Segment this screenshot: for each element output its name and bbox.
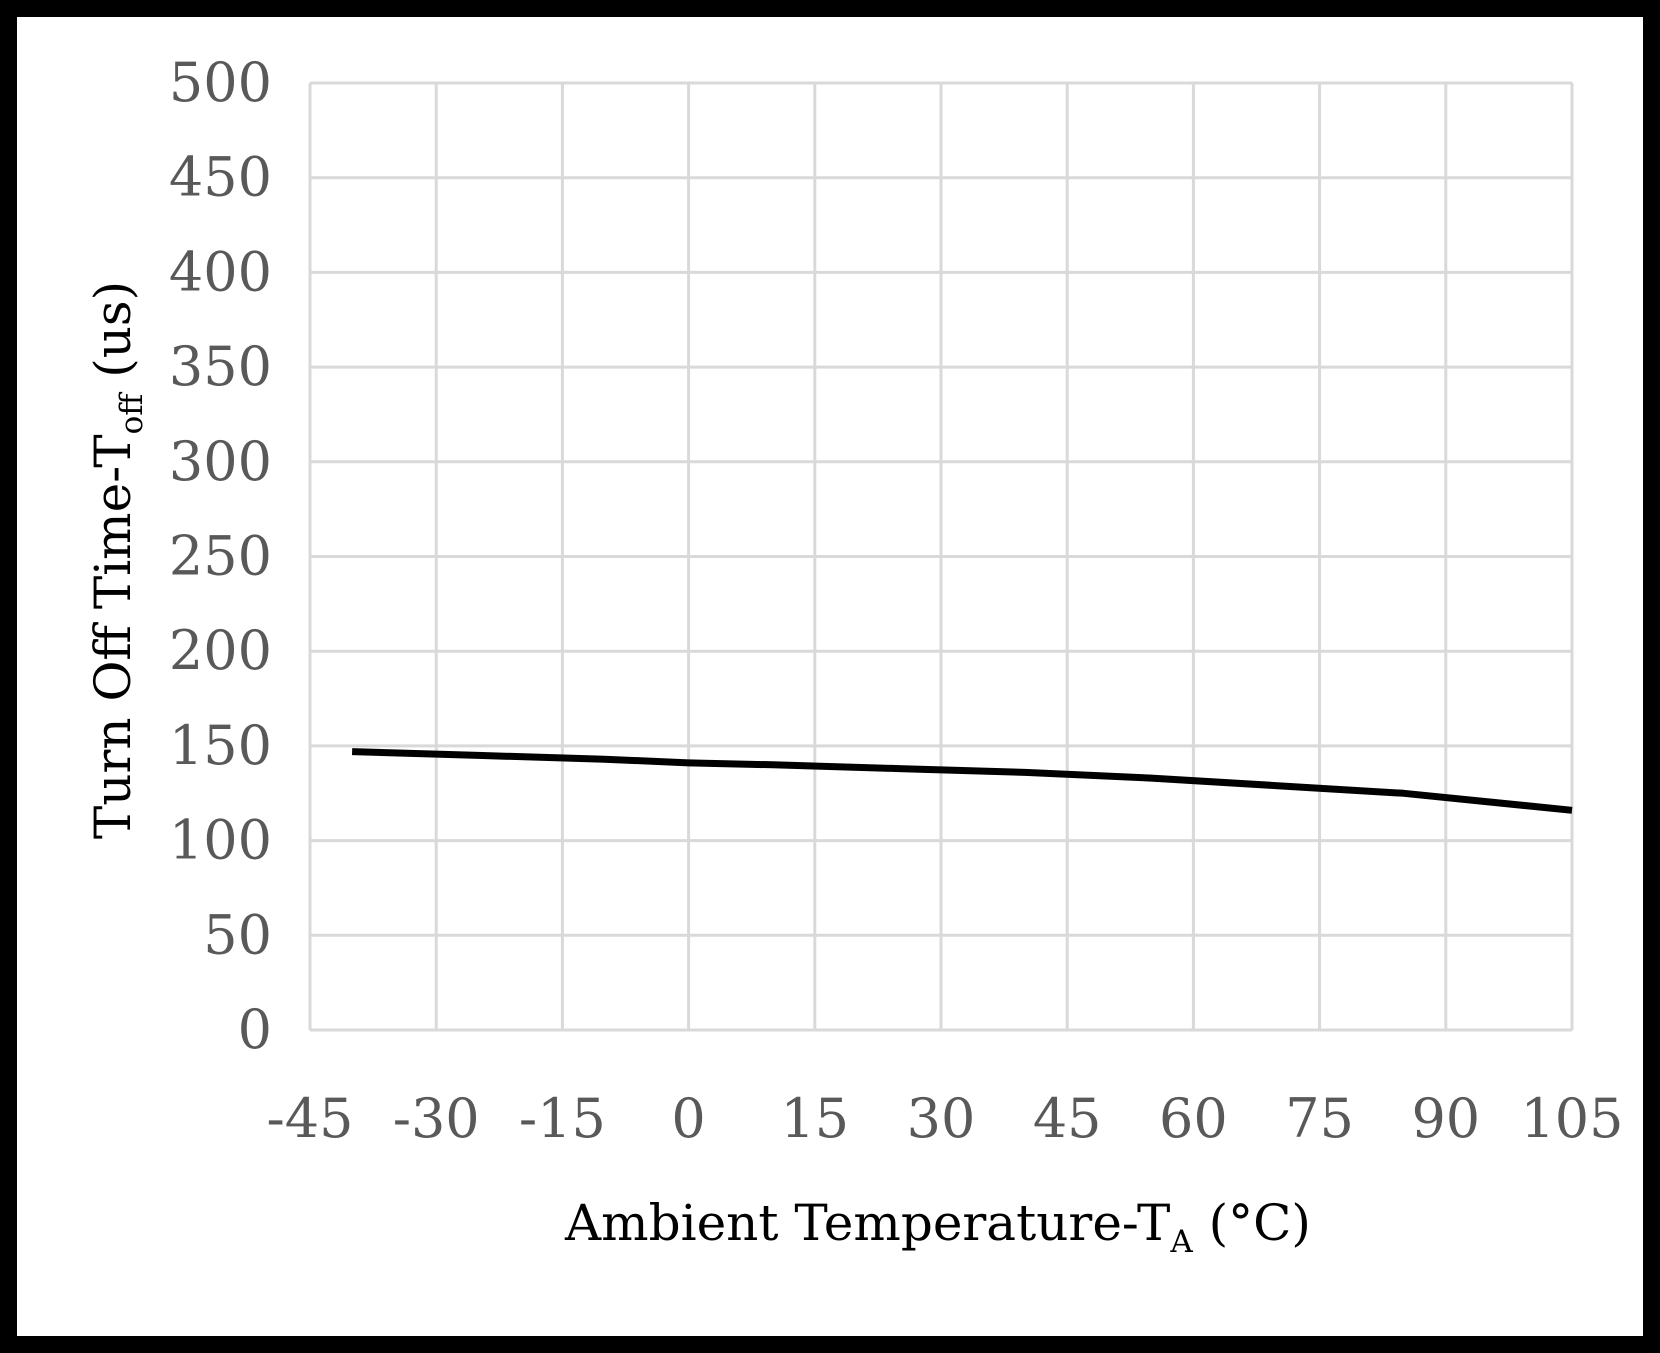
y-tick-label-8: 400 (169, 240, 272, 303)
y-tick-label-10: 500 (169, 51, 272, 114)
y-tick-label-2: 100 (169, 809, 272, 872)
x-tick-label-8: 75 (1285, 1087, 1354, 1150)
series-point-0-10 (1572, 810, 1573, 811)
y-tick-label-1: 50 (203, 903, 272, 966)
y-tick-label-4: 200 (169, 619, 272, 682)
x-tick-label-3: 0 (671, 1087, 705, 1150)
x-tick-label-10: 105 (1520, 1087, 1623, 1150)
series-point-0-9 (1403, 793, 1404, 794)
x-tick-label-2: -15 (519, 1087, 606, 1150)
series-point-0-3 (688, 762, 689, 763)
y-tick-label-6: 300 (169, 430, 272, 493)
series-point-0-0 (352, 751, 353, 752)
x-axis-title-main: Ambient Temperature-T (564, 1194, 1170, 1252)
x-tick-label-5: 30 (907, 1087, 976, 1150)
series-point-0-1 (478, 755, 479, 756)
series-point-0-2 (604, 759, 605, 760)
series-point-0-8 (1277, 785, 1278, 786)
series-point-0-7 (1151, 778, 1152, 779)
series-point-0-6 (1025, 772, 1026, 773)
x-axis-title-subscript: A (1169, 1224, 1193, 1260)
series-layer (351, 748, 1573, 814)
series-point-0-5 (898, 768, 899, 769)
x-tick-label-6: 45 (1033, 1087, 1102, 1150)
grid-layer (308, 81, 1574, 1032)
y-tick-label-0: 0 (238, 998, 272, 1061)
tick-label-layer: 0 50 100 150 200 250 300 350 400 450 500 -45 -30 -15 0… (169, 51, 1624, 1150)
y-tick-label-5: 250 (169, 525, 272, 588)
y-axis-title-main: Turn Off Time-T (84, 434, 142, 839)
x-axis-title-unit: (°C) (1193, 1194, 1311, 1252)
x-tick-label-1: -30 (393, 1087, 480, 1150)
y-tick-label-7: 350 (169, 335, 272, 398)
x-tick-label-0: -45 (267, 1087, 354, 1150)
y-tick-label-9: 450 (169, 146, 272, 209)
y-axis-title-subscript: off (114, 392, 150, 435)
y-axis-title-unit: (us) (84, 281, 142, 394)
y-axis-title: Turn Off Time-Toff (us) (84, 281, 150, 839)
x-axis-title: Ambient Temperature-TA (°C) (564, 1194, 1311, 1260)
x-tick-label-4: 15 (780, 1087, 849, 1150)
x-tick-label-9: 90 (1411, 1087, 1480, 1150)
x-tick-label-7: 60 (1159, 1087, 1228, 1150)
series-point-0-4 (772, 764, 773, 765)
y-tick-label-3: 150 (169, 714, 272, 777)
series-line-toff (351, 748, 1573, 814)
